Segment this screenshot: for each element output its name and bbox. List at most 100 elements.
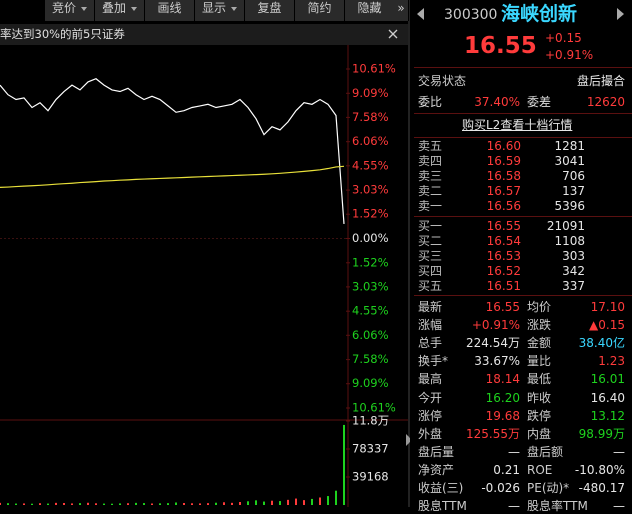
volume-bar bbox=[263, 501, 265, 505]
separator bbox=[414, 137, 632, 138]
price-line bbox=[0, 78, 345, 225]
volume-bar bbox=[247, 501, 249, 505]
volume-bar bbox=[335, 490, 337, 505]
toolbar-button[interactable]: 画线 bbox=[145, 0, 195, 21]
diff-label: 委差 bbox=[527, 95, 552, 109]
book-price: 16.58 bbox=[486, 169, 521, 183]
volume-bar bbox=[303, 500, 305, 505]
prev-arrow[interactable] bbox=[417, 8, 424, 20]
book-volume: 1108 bbox=[554, 234, 585, 248]
stat-label: 均价 bbox=[527, 300, 552, 314]
ratio-label: 委比 bbox=[418, 95, 443, 109]
stat-label: 外盘 bbox=[418, 426, 443, 441]
stat-label: ROE bbox=[527, 462, 553, 477]
stat-label: 净资产 bbox=[418, 462, 455, 477]
stat-value: 38.40亿 bbox=[578, 336, 625, 351]
toolbar-button[interactable]: 复盘 bbox=[245, 0, 295, 21]
book-volume: 706 bbox=[562, 169, 585, 183]
toolbar-button[interactable]: 显示 bbox=[195, 0, 245, 21]
collapse-button[interactable] bbox=[406, 434, 410, 446]
book-price: 16.52 bbox=[486, 264, 521, 278]
volume-bar bbox=[151, 503, 153, 505]
volume-bar bbox=[223, 502, 225, 505]
stat-value: 33.67% bbox=[474, 354, 520, 369]
volume-bar bbox=[167, 503, 169, 505]
stat-value: 1.23 bbox=[598, 354, 625, 369]
stat-value: -0.026 bbox=[481, 481, 520, 495]
status-value: 盘后撮合 bbox=[576, 74, 625, 88]
book-price: 16.53 bbox=[486, 249, 521, 263]
next-arrow[interactable] bbox=[617, 8, 624, 20]
volume-bar bbox=[343, 424, 345, 505]
stat-value: — bbox=[613, 444, 625, 459]
stat-value: 16.20 bbox=[485, 390, 520, 405]
more-button[interactable]: » bbox=[394, 0, 409, 21]
volume-bar bbox=[103, 503, 105, 505]
book-price: 16.51 bbox=[486, 279, 521, 293]
book-label: 卖一 bbox=[418, 199, 443, 213]
y-tick-label: 4.55% bbox=[352, 304, 389, 318]
volume-bar bbox=[143, 503, 145, 505]
book-label: 卖二 bbox=[418, 184, 443, 198]
stat-label: 涨跌 bbox=[527, 318, 552, 333]
volume-bar bbox=[31, 503, 33, 505]
stat-value: 17.10 bbox=[590, 300, 625, 314]
volume-bar bbox=[191, 503, 193, 505]
book-label: 买五 bbox=[418, 279, 443, 293]
book-price: 16.54 bbox=[486, 234, 521, 248]
separator bbox=[414, 216, 632, 217]
volume-bar bbox=[311, 498, 313, 505]
book-volume: 137 bbox=[562, 184, 585, 198]
y-tick-label: 3.03% bbox=[352, 279, 389, 293]
book-label: 买二 bbox=[418, 234, 443, 248]
book-price: 16.59 bbox=[486, 154, 521, 168]
book-volume: 303 bbox=[562, 249, 585, 263]
stat-label: 昨收 bbox=[527, 390, 552, 405]
notice-text: 率达到30%的前5只证券 bbox=[0, 27, 125, 41]
price-change-pct: +0.91% bbox=[545, 48, 594, 62]
stat-label: 盘后量 bbox=[418, 444, 455, 459]
toolbar-button[interactable]: 叠加 bbox=[95, 0, 145, 21]
stat-label: 涨幅 bbox=[418, 318, 443, 333]
book-volume: 3041 bbox=[554, 154, 585, 168]
book-price: 16.56 bbox=[486, 199, 521, 213]
y-tick-label: 0.00% bbox=[352, 231, 389, 245]
toolbar-button[interactable]: 隐藏 bbox=[345, 0, 395, 21]
volume-bar bbox=[231, 502, 233, 505]
status-label: 交易状态 bbox=[418, 74, 467, 88]
volume-bar bbox=[159, 503, 161, 505]
stat-value: 0.21 bbox=[493, 462, 520, 477]
y-tick-label: 3.03% bbox=[352, 183, 389, 197]
volume-bar bbox=[287, 499, 289, 505]
stat-label: 最低 bbox=[527, 372, 552, 387]
volume-tick-label: 78337 bbox=[352, 442, 389, 456]
stat-label: 最高 bbox=[418, 372, 443, 387]
y-tick-label: 10.61% bbox=[352, 401, 396, 415]
stat-label: 量比 bbox=[527, 354, 552, 369]
book-label: 卖四 bbox=[418, 154, 443, 168]
stat-label: 股息率TTM bbox=[527, 499, 588, 514]
volume-bar bbox=[119, 503, 121, 505]
toolbar-button[interactable]: 简约 bbox=[295, 0, 345, 21]
y-tick-label: 9.09% bbox=[352, 376, 389, 390]
l2-link[interactable]: 购买L2查看十档行情 bbox=[462, 118, 573, 132]
chart: 率达到30%的前5只证券 10.61% 9.09% 7.58% 6.06% 4.55% 3… bbox=[0, 0, 410, 507]
stat-value: — bbox=[613, 499, 625, 514]
volume-bar bbox=[319, 497, 321, 505]
toolbar-button[interactable]: 竞价 bbox=[45, 0, 95, 21]
volume-bar bbox=[327, 496, 329, 505]
volume-tick-label: 11.8万 bbox=[352, 414, 389, 428]
stat-label: 换手* bbox=[418, 354, 449, 369]
y-tick-label: 7.58% bbox=[352, 352, 389, 366]
book-price: 16.55 bbox=[486, 219, 521, 233]
book-label: 买四 bbox=[418, 264, 443, 278]
y-tick-label: 6.06% bbox=[352, 134, 389, 148]
separator bbox=[414, 113, 632, 114]
close-icon[interactable] bbox=[388, 29, 398, 39]
stat-value: 16.01 bbox=[590, 372, 625, 387]
ratio-value: 37.40% bbox=[474, 95, 520, 109]
stat-value: 13.12 bbox=[590, 408, 625, 423]
volume-bar bbox=[135, 502, 137, 505]
